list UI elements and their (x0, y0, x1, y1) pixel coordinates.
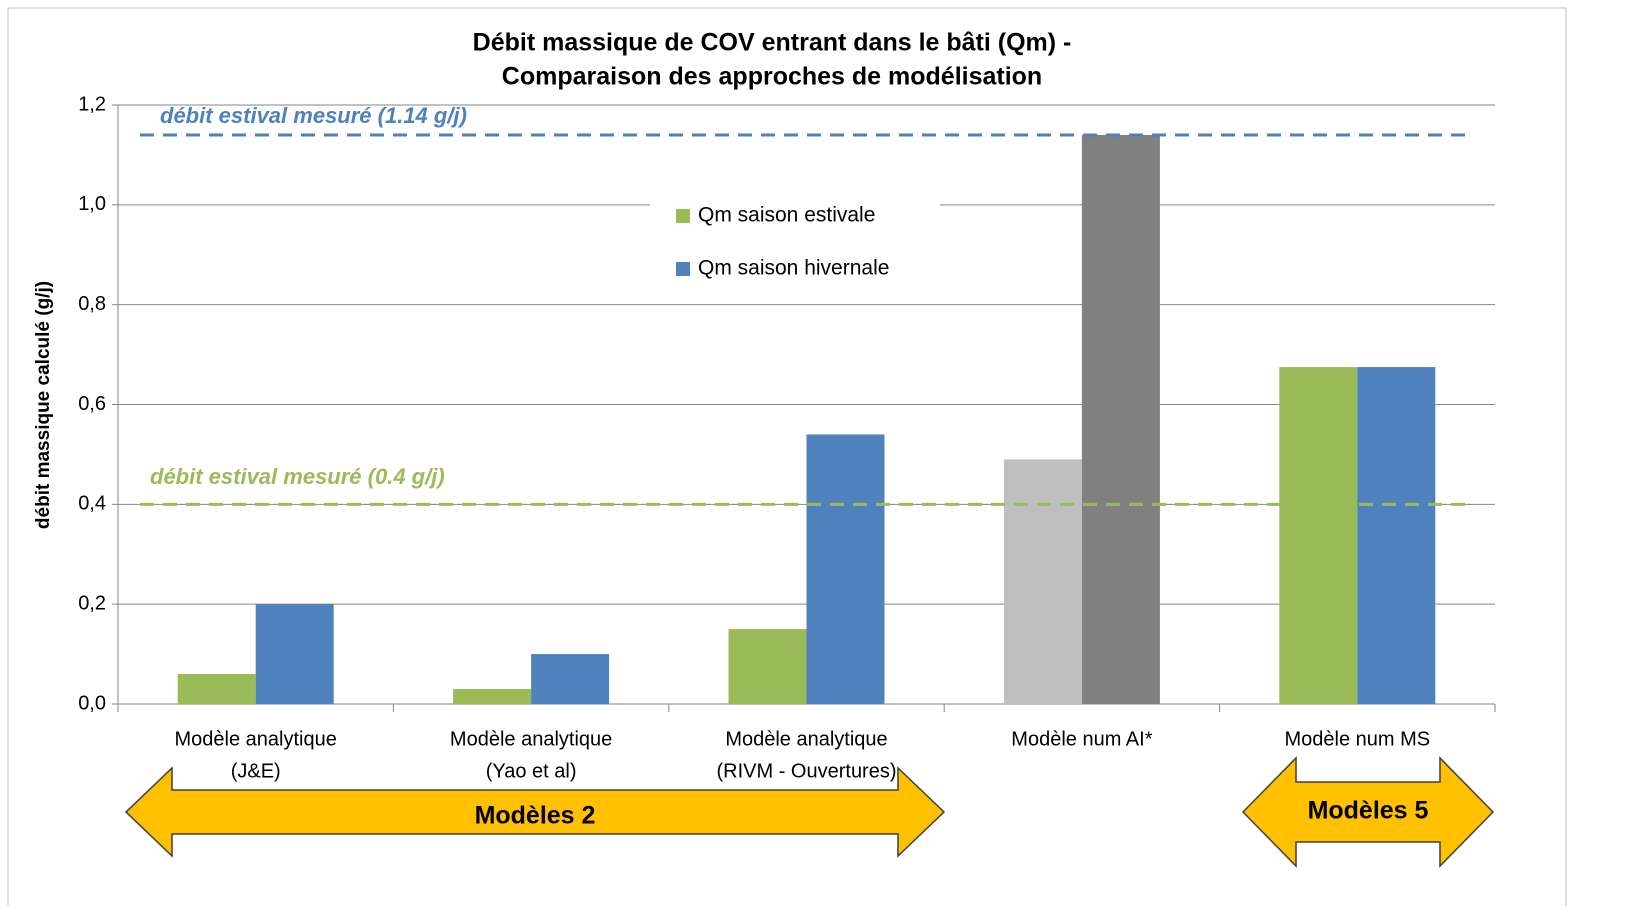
legend-swatch (676, 262, 690, 276)
bar (1003, 459, 1082, 704)
y-tick-label: 0,8 (78, 293, 106, 315)
y-tick-label: 0,6 (78, 393, 106, 415)
x-tick-label: Modèle analytique (175, 728, 337, 750)
x-tick-label: (J&E) (231, 760, 281, 782)
arrow (1241, 756, 1495, 868)
bar (728, 629, 807, 704)
y-tick-label: 1,2 (78, 93, 106, 115)
legend-label: Qm saison estivale (698, 204, 875, 227)
x-tick-label: Modèle analytique (725, 728, 887, 750)
x-tick-label: (Yao et al) (486, 760, 577, 782)
plot: 0,0 0,2 0,4 0,6 0,8 1,0 1,2 Modèle analytique (J… (78, 93, 1496, 782)
bar (453, 689, 532, 704)
x-tick-label: Modèle num AI* (1011, 728, 1152, 750)
bar (531, 654, 610, 704)
x-tick-label: Modèle num MS (1284, 728, 1430, 750)
reference-label: débit estival mesuré (0.4 g/j) (150, 464, 445, 489)
arrow (124, 766, 946, 858)
y-tick-label: 0,4 (78, 493, 106, 515)
reference-label: débit estival mesuré (1.14 g/j) (160, 103, 467, 128)
y-axis-label: débit massique calculé (g/j) (33, 281, 54, 529)
x-tick-label: Modèle analytique (450, 728, 612, 750)
bar (1357, 367, 1436, 704)
bar (255, 604, 334, 704)
bar (806, 434, 885, 704)
y-tick-label: 0,2 (78, 592, 106, 614)
arrow-label: Modèles 2 (475, 802, 596, 830)
legend-swatch (676, 209, 690, 223)
bar (1279, 367, 1358, 704)
bar (1081, 134, 1160, 704)
bar (177, 674, 256, 704)
y-tick-label: 1,0 (78, 193, 106, 215)
chart-title: Débit massique de COV entrant dans le bâ… (473, 29, 1072, 57)
legend-box (650, 188, 940, 296)
legend-label: Qm saison hivernale (698, 257, 889, 280)
chart-title: Comparaison des approches de modélisatio… (502, 63, 1042, 91)
x-tick-label: (RIVM - Ouvertures) (716, 760, 896, 782)
arrow-label: Modèles 5 (1308, 797, 1429, 825)
y-tick-label: 0,0 (78, 692, 106, 714)
